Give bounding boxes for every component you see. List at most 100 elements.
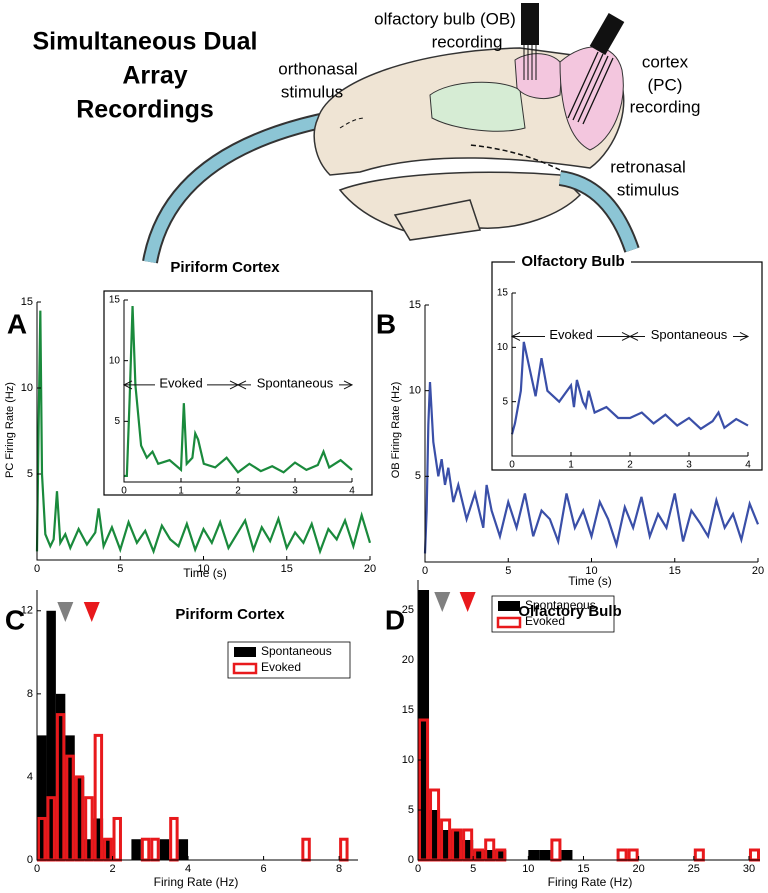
- diagram-label: (PC): [648, 75, 683, 94]
- pc-electrode: [589, 13, 625, 55]
- evoked-bar: [616, 848, 628, 862]
- inset-box: [491, 261, 763, 471]
- spont-bar: [429, 810, 441, 860]
- x-tick-label: 2: [235, 486, 241, 497]
- trace: [124, 306, 353, 478]
- evoked-bar: [140, 837, 151, 862]
- x-tick-label: 1: [178, 486, 184, 497]
- label-bg: [155, 376, 207, 392]
- panel-letter: A: [7, 308, 27, 339]
- diagram-label: stimulus: [281, 82, 343, 101]
- title-bg: [515, 253, 631, 271]
- x-tick-label: 0: [422, 565, 428, 577]
- x-tick-label: 20: [364, 563, 376, 575]
- label-bg: [645, 328, 733, 344]
- figure-title: Simultaneous Dual: [32, 28, 257, 56]
- spont-bar: [495, 850, 507, 860]
- y-tick-label: 8: [27, 688, 33, 700]
- legend-swatch: [234, 647, 256, 657]
- legend-swatch: [496, 616, 522, 629]
- legend-label: Spontaneous: [525, 598, 596, 612]
- spont-bar: [46, 610, 56, 860]
- ortho-arrow: [339, 117, 366, 129]
- diagram-label: cortex: [642, 52, 689, 71]
- mean-marker: [459, 592, 476, 612]
- legend-swatch: [498, 601, 520, 611]
- y-tick-label: 5: [502, 396, 508, 407]
- diagram-label: stimulus: [617, 180, 679, 199]
- y-tick-label: 10: [109, 355, 121, 366]
- spont-bar: [103, 839, 113, 860]
- y-tick-label: 15: [402, 704, 414, 716]
- spont-bar: [84, 839, 94, 860]
- evoked-bar: [693, 848, 705, 862]
- y-tick-label: 10: [497, 342, 509, 353]
- panel-letter: C: [5, 604, 25, 635]
- x-tick-label: 0: [415, 863, 421, 875]
- evoked-bar: [748, 848, 760, 862]
- annotation: Evoked: [549, 327, 592, 342]
- spont-bar: [528, 850, 540, 860]
- mean-marker: [434, 592, 451, 612]
- x-tick-label: 2: [627, 460, 633, 471]
- x-tick-label: 15: [577, 863, 589, 875]
- pc-shanks: [567, 51, 614, 125]
- y-axis-label: OB Firing Rate (Hz): [390, 382, 402, 479]
- x-tick-label: 4: [349, 486, 355, 497]
- jaw-part: [393, 199, 481, 241]
- x-tick-label: 15: [281, 563, 293, 575]
- x-tick-label: 8: [336, 863, 342, 875]
- diagram-label: retronasal: [610, 157, 686, 176]
- legend-swatch: [232, 662, 258, 675]
- figure-title: Recordings: [76, 96, 214, 124]
- x-tick-label: 15: [669, 565, 681, 577]
- inset-box: [103, 290, 373, 496]
- label-bg: [251, 376, 339, 392]
- x-tick-label: 0: [121, 486, 127, 497]
- diagram-label: recording: [432, 32, 503, 51]
- x-tick-label: 30: [743, 863, 755, 875]
- x-tick-label: 3: [292, 486, 298, 497]
- chart-title: Piriform Cortex: [175, 606, 285, 623]
- y-tick-label: 20: [402, 654, 414, 666]
- evoked-bar: [627, 848, 639, 862]
- spont-bar: [561, 850, 573, 860]
- spont-bar: [74, 776, 85, 860]
- x-tick-label: 20: [752, 565, 764, 577]
- spont-bar: [462, 840, 474, 860]
- chart-title: Olfactory Bulb: [518, 603, 621, 620]
- spont-bar: [451, 830, 463, 860]
- diagram: olfactory bulb (OB) recording cortex (PC…: [142, 3, 701, 264]
- y-tick-label: 4: [27, 771, 33, 783]
- y-tick-label: 10: [409, 385, 421, 397]
- spont-bar: [539, 850, 551, 860]
- spont-bar: [65, 735, 75, 860]
- evoked-bar: [150, 837, 160, 862]
- y-tick-label: 10: [402, 754, 414, 766]
- spont-bar: [440, 830, 452, 860]
- olfactory-bulb: [514, 53, 563, 99]
- y-axis-label: PC Firing Rate (Hz): [4, 382, 16, 478]
- panel-letter: D: [385, 604, 405, 635]
- retro-arrow: [469, 144, 561, 171]
- chart-title: Piriform Cortex: [170, 259, 280, 276]
- x-tick-label: 0: [509, 460, 515, 471]
- y-tick-label: 0: [408, 854, 414, 866]
- x-tick-label: 1: [568, 460, 574, 471]
- x-tick-label: 25: [688, 863, 700, 875]
- y-tick-label: 5: [114, 416, 120, 427]
- y-tick-label: 15: [109, 295, 121, 306]
- y-tick-label: 5: [415, 470, 421, 482]
- spont-bar: [418, 590, 430, 860]
- trace: [510, 341, 749, 435]
- y-tick-label: 25: [402, 604, 414, 616]
- diagram-label: recording: [630, 97, 701, 116]
- x-tick-label: 10: [585, 565, 597, 577]
- spont-bar: [159, 839, 170, 860]
- retro-tube: [558, 172, 638, 252]
- spont-bar: [484, 850, 496, 860]
- spont-bar: [473, 850, 485, 860]
- x-tick-label: 10: [522, 863, 534, 875]
- ortho-tube: [144, 112, 337, 264]
